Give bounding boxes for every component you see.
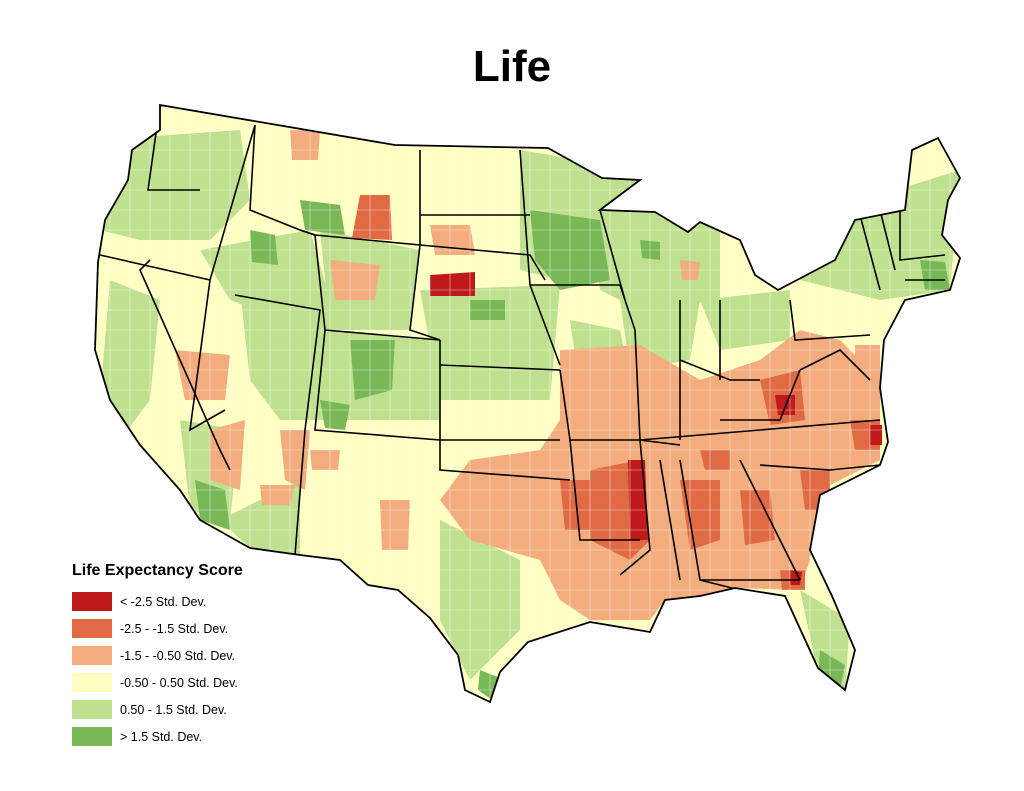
legend-swatch xyxy=(72,646,112,665)
legend-item: -2.5 - -1.5 Std. Dev. xyxy=(72,615,243,642)
legend-item: -0.50 - 0.50 Std. Dev. xyxy=(72,669,243,696)
legend-swatch xyxy=(72,619,112,638)
legend-item: < -2.5 Std. Dev. xyxy=(72,588,243,615)
map-title: Life xyxy=(472,42,552,91)
legend-item: 0.50 - 1.5 Std. Dev. xyxy=(72,696,243,723)
legend-label: > 1.5 Std. Dev. xyxy=(120,729,203,744)
legend-label: < -2.5 Std. Dev. xyxy=(120,594,207,609)
legend-swatch xyxy=(72,673,112,692)
legend-swatch xyxy=(72,727,112,746)
legend-swatch xyxy=(72,700,112,719)
legend-label: 0.50 - 1.5 Std. Dev. xyxy=(120,702,227,717)
legend-label: -0.50 - 0.50 Std. Dev. xyxy=(120,675,238,690)
legend-swatch xyxy=(72,592,112,611)
legend-item: -1.5 - -0.50 Std. Dev. xyxy=(72,642,243,669)
legend-title: Life Expectancy Score xyxy=(72,562,243,579)
legend-label: -1.5 - -0.50 Std. Dev. xyxy=(120,648,236,663)
legend-item: > 1.5 Std. Dev. xyxy=(72,723,243,750)
legend: Life Expectancy Score < -2.5 Std. Dev. -… xyxy=(72,562,243,750)
legend-label: -2.5 - -1.5 Std. Dev. xyxy=(120,621,229,636)
state-borders xyxy=(99,105,946,591)
